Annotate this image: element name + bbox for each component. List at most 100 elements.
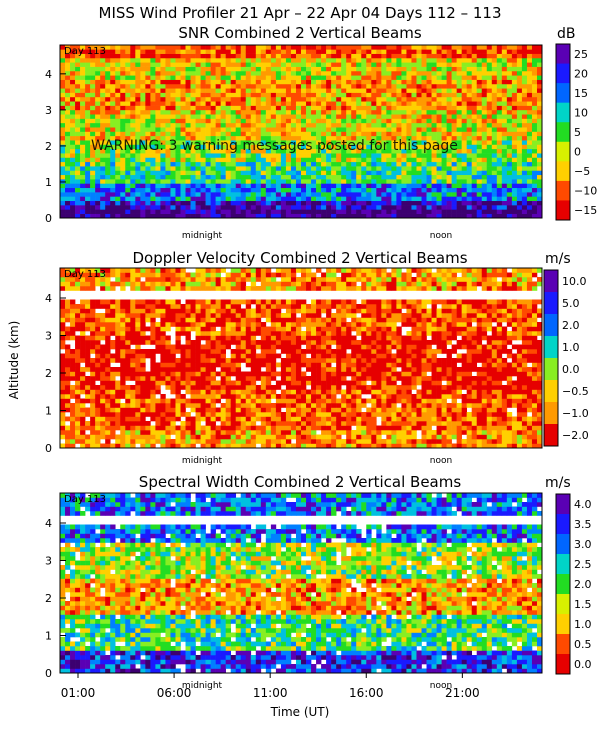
heat-cell xyxy=(140,358,146,363)
heat-cell xyxy=(391,83,397,89)
heat-cell xyxy=(95,161,101,167)
heat-cell xyxy=(135,105,141,111)
heat-cell xyxy=(471,66,478,72)
heat-cell xyxy=(501,70,508,76)
heat-cell xyxy=(150,353,156,359)
heat-cell xyxy=(245,70,252,76)
heat-cell xyxy=(446,148,452,154)
heat-cell xyxy=(215,57,221,63)
heat-cell xyxy=(210,135,216,141)
heat-cell xyxy=(85,322,91,327)
heat-cell xyxy=(140,153,146,158)
heat-cell xyxy=(366,148,372,154)
heat-cell xyxy=(220,192,226,197)
heat-cell xyxy=(105,358,111,363)
heat-cell xyxy=(200,326,206,332)
heat-cell xyxy=(381,174,387,180)
heat-cell xyxy=(115,105,121,111)
heat-cell xyxy=(60,92,66,98)
heat-cell xyxy=(396,148,402,154)
heat-cell xyxy=(265,127,272,132)
heat-cell xyxy=(180,49,186,54)
heat-cell xyxy=(326,174,332,180)
heat-cell xyxy=(85,166,91,171)
heat-cell xyxy=(376,213,382,219)
heat-cell xyxy=(70,131,76,137)
heat-cell xyxy=(145,385,151,390)
heat-cell xyxy=(80,430,86,435)
heat-cell xyxy=(436,66,442,72)
heat-cell xyxy=(506,187,513,193)
heat-cell xyxy=(336,161,342,167)
heat-cell xyxy=(316,144,322,150)
heat-cell xyxy=(215,174,221,180)
heat-cell xyxy=(70,62,76,67)
heat-cell xyxy=(165,371,171,377)
heat-cell xyxy=(336,144,342,150)
heat-cell xyxy=(140,127,146,132)
heat-cell xyxy=(361,127,367,132)
heat-cell xyxy=(265,148,272,154)
heat-cell xyxy=(301,157,307,163)
heat-cell xyxy=(391,92,397,98)
heat-cell xyxy=(501,127,508,132)
heat-cell xyxy=(341,174,347,180)
heat-cell xyxy=(265,200,272,206)
heat-cell xyxy=(155,205,161,210)
heat-cell xyxy=(200,88,206,93)
heat-cell xyxy=(85,268,91,273)
heat-cell xyxy=(145,308,151,314)
heat-cell xyxy=(110,317,116,323)
heat-cell xyxy=(366,88,372,93)
heat-cell xyxy=(356,148,362,154)
heat-cell xyxy=(185,349,191,354)
heat-cell xyxy=(526,205,533,210)
heat-cell xyxy=(80,140,86,145)
heat-cell xyxy=(65,161,71,167)
heat-cell xyxy=(381,127,387,132)
heat-cell xyxy=(346,144,352,150)
heat-cell xyxy=(416,131,422,137)
heat-cell xyxy=(376,96,382,102)
heat-cell xyxy=(200,75,206,80)
heat-cell xyxy=(85,304,91,309)
heat-cell xyxy=(185,179,191,184)
heat-cell xyxy=(175,45,181,50)
heat-cell xyxy=(255,157,262,163)
heat-cell xyxy=(105,394,111,399)
heat-cell xyxy=(195,209,201,214)
heat-cell xyxy=(446,192,452,197)
heat-cell xyxy=(321,192,327,197)
heat-cell xyxy=(356,66,362,72)
heat-cell xyxy=(185,308,191,314)
heat-cell xyxy=(85,88,91,93)
heat-cell xyxy=(180,157,186,163)
heat-cell xyxy=(451,88,457,93)
heat-cell xyxy=(265,109,272,115)
heat-cell xyxy=(466,135,473,141)
heat-cell xyxy=(160,131,166,137)
heat-cell xyxy=(155,407,161,413)
heat-cell xyxy=(85,344,91,350)
heat-cell xyxy=(160,439,166,444)
heat-cell xyxy=(200,308,206,314)
heat-cell xyxy=(461,166,467,171)
heat-cell xyxy=(491,200,498,206)
heat-cell xyxy=(396,140,402,145)
heat-cell xyxy=(316,174,322,180)
heat-cell xyxy=(150,209,156,214)
heat-cell xyxy=(496,192,503,197)
heat-cell xyxy=(155,200,161,206)
heat-cell xyxy=(371,200,377,206)
heat-cell xyxy=(145,49,151,54)
heat-cell xyxy=(496,109,503,115)
heat-cell xyxy=(306,157,312,163)
heat-cell xyxy=(411,57,417,63)
heat-cell xyxy=(180,443,186,449)
heat-cell xyxy=(225,179,232,184)
heat-cell xyxy=(260,114,267,119)
heat-cell xyxy=(135,209,141,214)
heat-cell xyxy=(125,385,131,390)
heat-cell xyxy=(451,135,457,141)
heat-cell xyxy=(85,407,91,413)
